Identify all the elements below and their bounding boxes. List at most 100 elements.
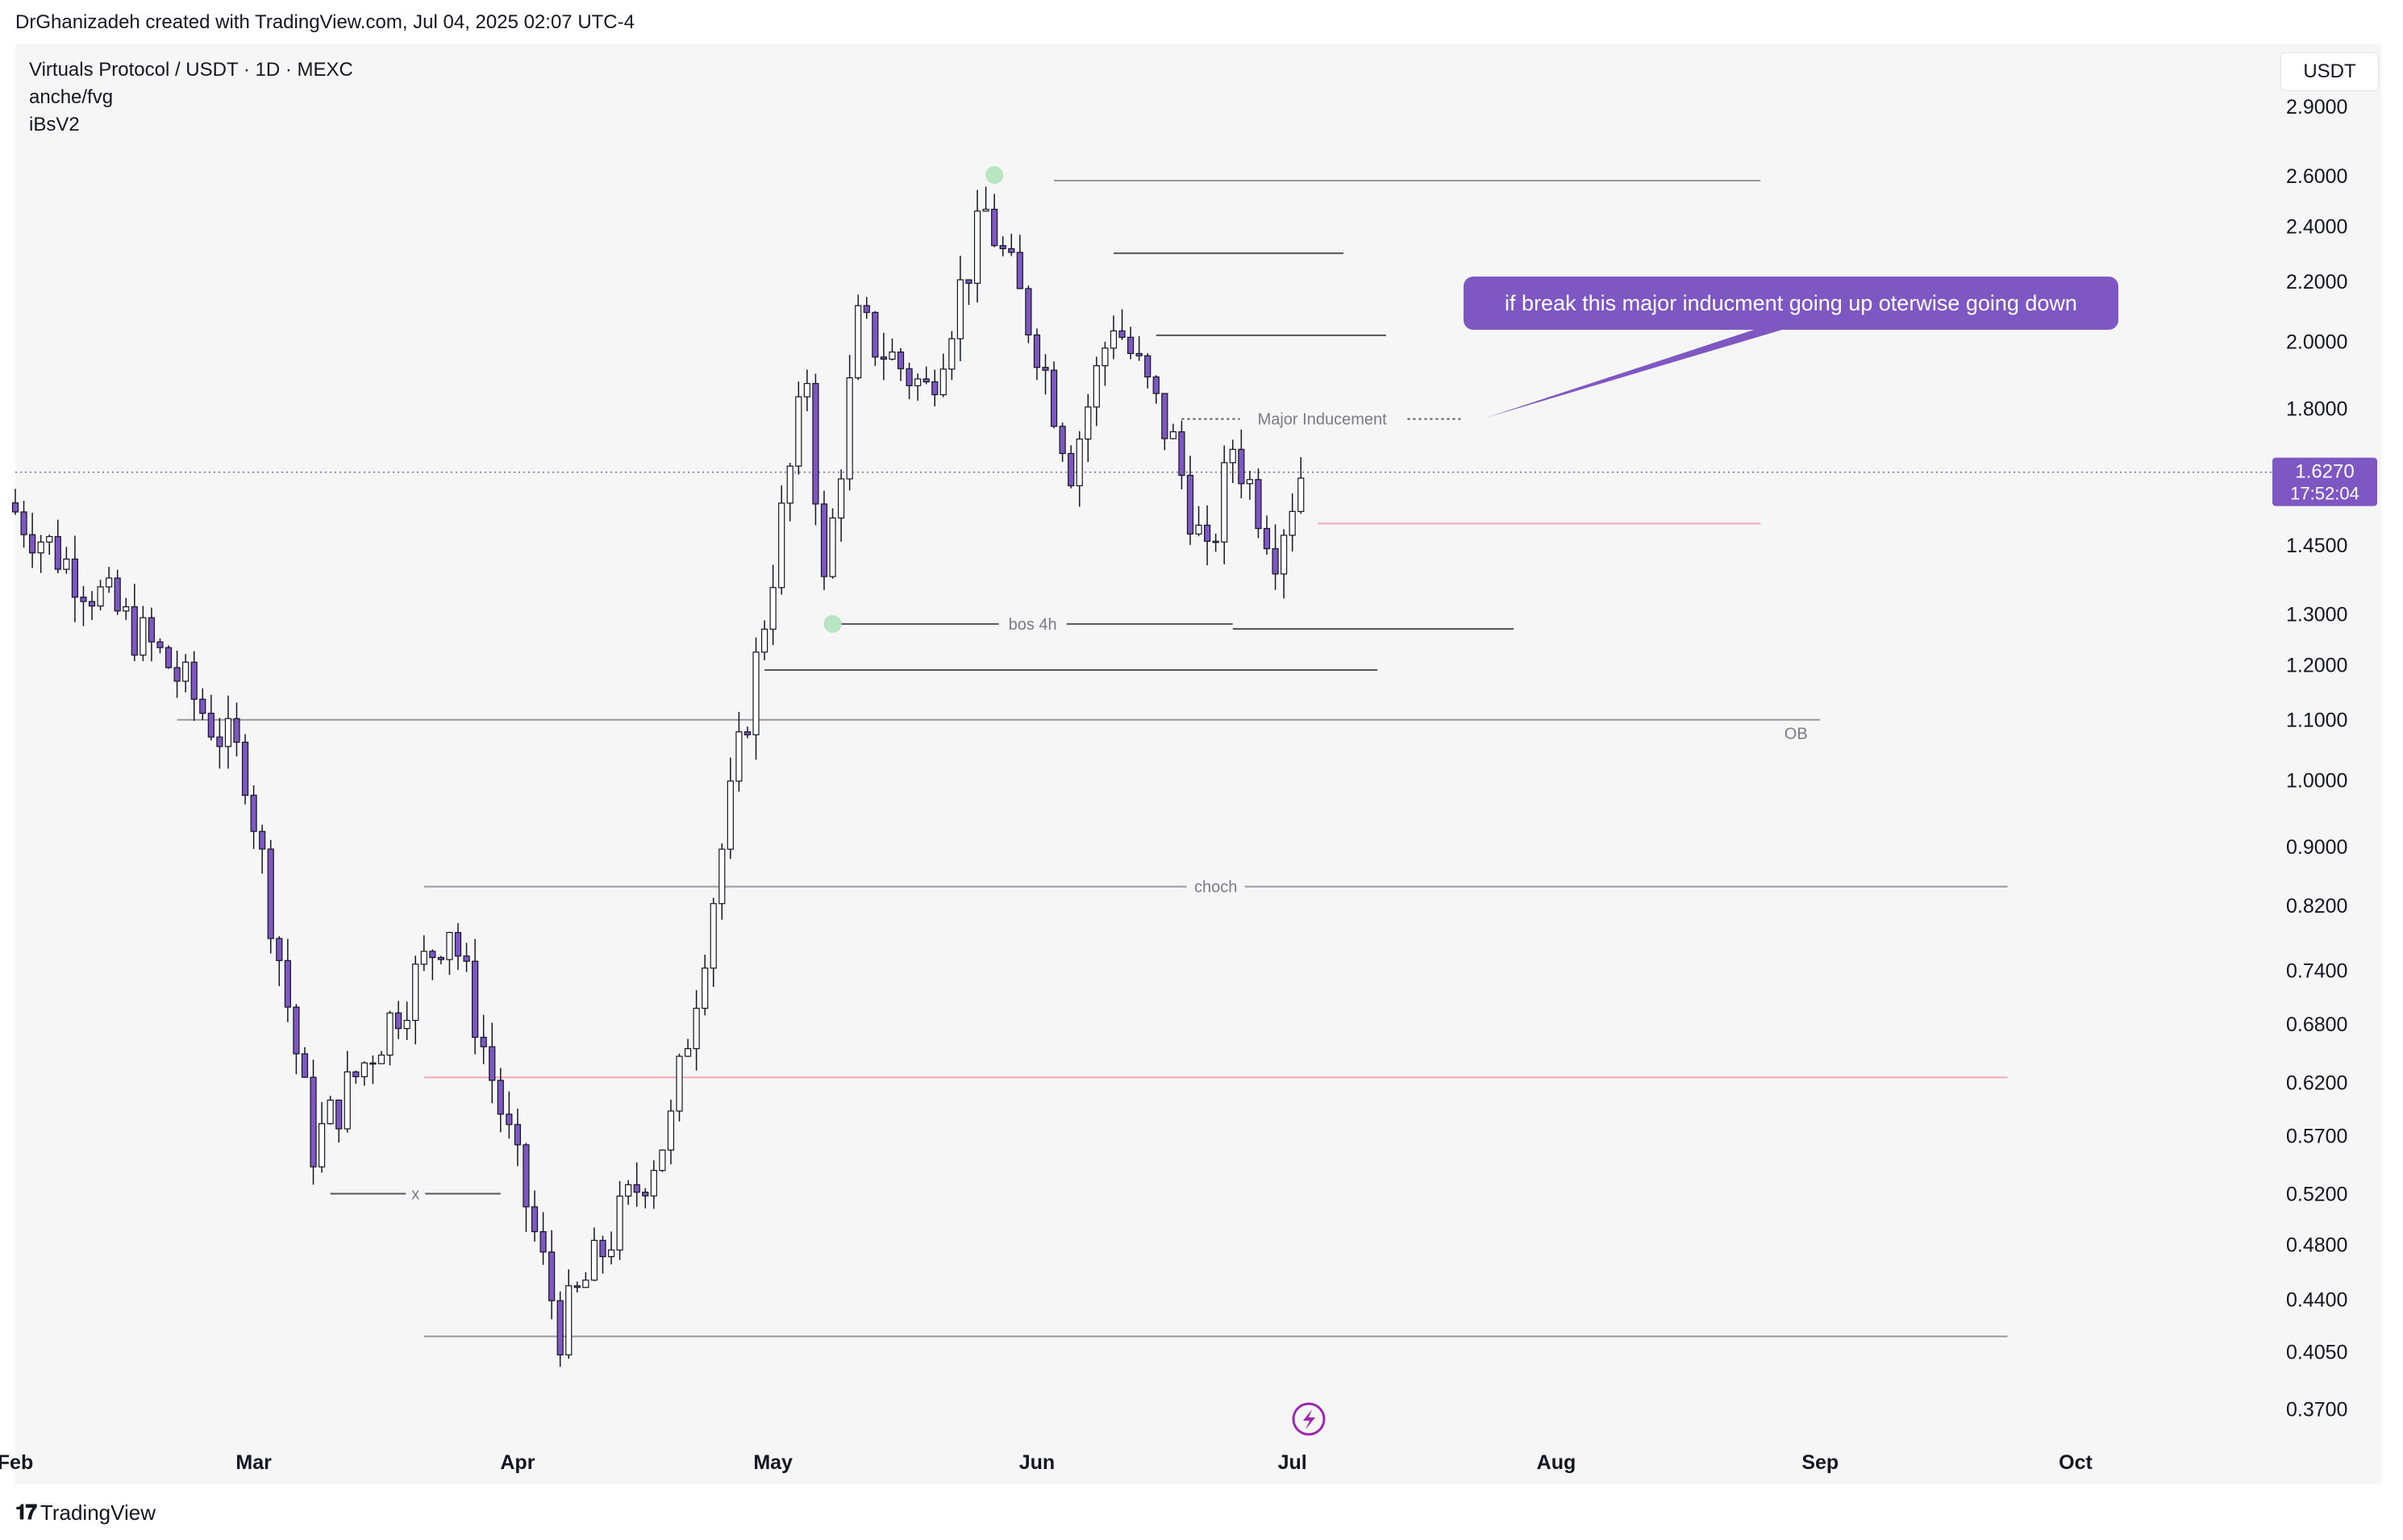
candle-body [29,534,36,554]
axis-layer: 2.9000 2.6000 2.4000 2.2000 2.0000 1.8000 1.45… [0,96,2377,1474]
candle-body [1093,364,1100,408]
candle-body [11,502,19,513]
time-tick-label: Jul [1278,1451,1307,1474]
candle-body [1246,479,1253,485]
candle-body [224,718,232,747]
price-tick-label: 0.6200 [2286,1072,2347,1095]
candle-body [403,1019,410,1030]
time-tick-label: Jun [1019,1451,1055,1474]
candle-body [310,1076,317,1167]
price-tick-label: 1.0000 [2286,770,2347,793]
candle-body [420,951,427,965]
candle-body [165,647,173,668]
level-label: x [411,1186,419,1204]
candle-body [148,617,156,643]
candle-body [523,1144,530,1208]
candle-body [820,503,828,577]
candle-body [489,1046,496,1081]
candle-body [948,338,956,370]
candle-body [123,606,130,612]
candle-body [241,741,249,796]
currency-button[interactable]: USDT [2280,52,2379,91]
symbol-title[interactable]: Virtuals Protocol / USDT · 1D · MEXC [29,59,353,81]
candle-body [207,713,214,738]
lightning-icon [1292,1402,1326,1436]
candle-body [760,628,768,653]
callout-pointer [1486,330,1782,418]
candle-body [539,1230,547,1253]
candle-body [531,1206,539,1233]
candle-body [769,587,777,630]
candle-body [1186,474,1194,535]
level-label-bg [1186,876,1245,897]
candle-body [250,794,257,832]
candle-body [497,1080,504,1115]
candle-body [267,848,274,939]
candle-body [1135,352,1143,356]
candle-body [1068,452,1075,487]
candle-body [1025,288,1032,335]
candle-body [1178,431,1185,477]
candle-body [1152,376,1160,394]
levels-layer [15,179,2274,1338]
price-tick-label: 0.9000 [2286,836,2347,859]
candle-body [20,511,27,535]
candle-body [182,661,189,682]
candle-body [173,667,181,682]
candle-body [1169,431,1177,439]
candle-body [1297,477,1305,512]
indicator-fvg[interactable]: anche/fvg [29,86,114,108]
candle-body [1042,367,1049,371]
candle-body [1110,330,1118,349]
indicator-ibs[interactable]: iBsV2 [29,114,80,135]
candle-body [1281,535,1288,575]
candle-body [106,577,113,588]
current-price-countdown: 17:52:04 [2290,484,2359,504]
price-tick-label: 0.3700 [2286,1399,2347,1421]
candle-body [1161,393,1168,439]
candle-body [1127,336,1135,355]
candle-body [140,617,147,656]
candle-body [335,1099,343,1130]
price-tick-label: 0.4400 [2286,1289,2347,1312]
candle-body [131,606,138,656]
candle-body [855,305,862,379]
candle-body [1263,527,1271,550]
price-tick-label: 2.0000 [2286,331,2347,354]
candle-body [599,1239,606,1258]
candle-body [633,1184,640,1193]
tradingview-logo-icon: 𝟏𝟕 [15,1500,37,1524]
time-tick-label: Oct [2059,1451,2093,1474]
candle-body [1059,426,1066,455]
callout-bubble [1464,277,2118,330]
candle-body [1289,510,1296,536]
candle-body [480,1036,487,1047]
candle-body [812,383,819,505]
tradingview-logo[interactable]: 𝟏𝟕 TradingView [15,1500,156,1525]
candle-body [973,210,981,284]
candle-body [914,378,922,386]
level-label-bg [1239,409,1405,429]
candle-body [454,931,462,957]
candle-body [803,383,810,397]
candle-body [1221,462,1228,543]
candle-body [556,1300,564,1355]
price-tick-label: 2.9000 [2286,96,2347,119]
candle-body [80,597,87,602]
candle-body [446,931,453,960]
price-tick-label: 2.4000 [2286,216,2347,239]
candle-body [1203,524,1211,542]
candle-body [616,1195,623,1251]
time-tick-label: May [753,1451,793,1474]
chart-credit: DrGhanizadeh created with TradingView.co… [15,11,635,33]
candle-body [607,1249,615,1258]
candle-body [718,848,726,905]
candle-body [702,968,709,1009]
candle-body [199,698,206,714]
level-label: bos 4h [1009,616,1057,634]
candle-body [46,535,53,543]
candle-body [1229,448,1236,464]
current-price-badge [2272,457,2377,506]
candle-body [743,731,752,735]
